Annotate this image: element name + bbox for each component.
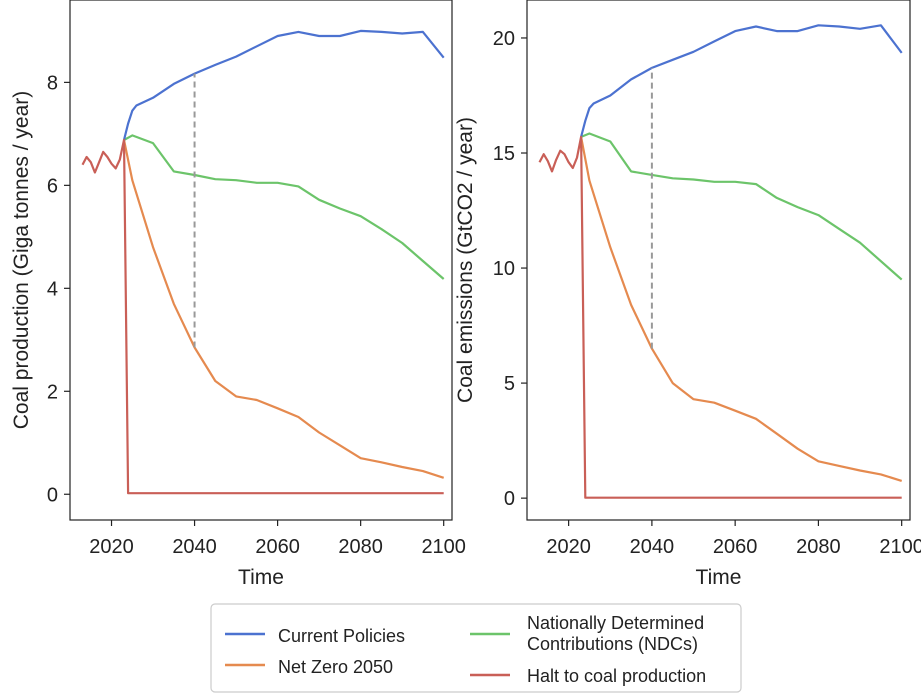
coal-production-panel: 2020 2040 2060 2080 2100 0 2 4 6 8 Time Coal produc… [10, 0, 466, 589]
legend-label-line: Halt to coal production [527, 666, 706, 686]
y-tick-label: 6 [47, 175, 58, 197]
y-tick-label: 4 [47, 278, 58, 300]
legend-label-line: Nationally Determined [527, 613, 704, 633]
y-axis-label: Coal emissions (GtCO2 / year) [454, 117, 477, 403]
axes-frame [526, 0, 911, 521]
x-tick-label: 2080 [796, 536, 841, 558]
x-tick-label: 2060 [255, 536, 300, 558]
y-axis-label: Coal production (Giga tonnes / year) [10, 91, 33, 430]
legend-label-halt-to-coal-production: Halt to coal production [527, 666, 706, 686]
x-axis-label: Time [696, 566, 742, 589]
y-tick-label: 15 [493, 143, 515, 165]
legend-label-line: Net Zero 2050 [278, 657, 393, 677]
x-tick-label: 2040 [630, 536, 675, 558]
legend-label-line: Current Policies [278, 626, 405, 646]
series-line-nationally-determined-contributions-ndcs [123, 134, 445, 280]
x-tick-label: 2060 [713, 536, 758, 558]
y-tick-label: 2 [47, 381, 58, 403]
legend-label-line: Contributions (NDCs) [527, 634, 698, 654]
legend-label-current-policies: Current Policies [278, 626, 405, 646]
y-tick-label: 0 [47, 484, 58, 506]
series-line-net-zero-2050 [580, 136, 903, 482]
series-line-nationally-determined-contributions-ndcs [580, 132, 903, 281]
y-tick-label: 8 [47, 72, 58, 94]
x-axis-label: Time [238, 566, 284, 589]
x-tick-label: 2020 [89, 536, 134, 558]
x-tick-label: 2020 [546, 536, 591, 558]
x-tick-label: 2100 [421, 536, 466, 558]
legend-label-net-zero-2050: Net Zero 2050 [278, 657, 393, 677]
series-line-halt-to-coal-production [81, 138, 444, 495]
coal-emissions-panel: 2020 2040 2060 2080 2100 0 5 10 15 20 Time Coal emi… [454, 0, 921, 589]
legend: Current Policies Net Zero 2050 Nationally … [210, 603, 742, 693]
legend-label-nationally-determined-contributions-ndcs: Nationally Determined Contributions (NDCs… [527, 613, 704, 654]
x-tick-label: 2080 [338, 536, 383, 558]
y-tick-label: 20 [493, 28, 515, 50]
axes-frame [69, 0, 453, 521]
series-line-net-zero-2050 [122, 139, 445, 479]
y-tick-label: 0 [504, 488, 515, 510]
series-line-current-policies [580, 24, 903, 138]
y-tick-label: 5 [504, 373, 515, 395]
series-line-current-policies [122, 29, 445, 141]
y-tick-label: 10 [493, 258, 515, 280]
legend-box [210, 603, 742, 693]
series-line-halt-to-coal-production [538, 135, 902, 499]
x-tick-label: 2100 [879, 536, 921, 558]
x-tick-label: 2040 [172, 536, 217, 558]
